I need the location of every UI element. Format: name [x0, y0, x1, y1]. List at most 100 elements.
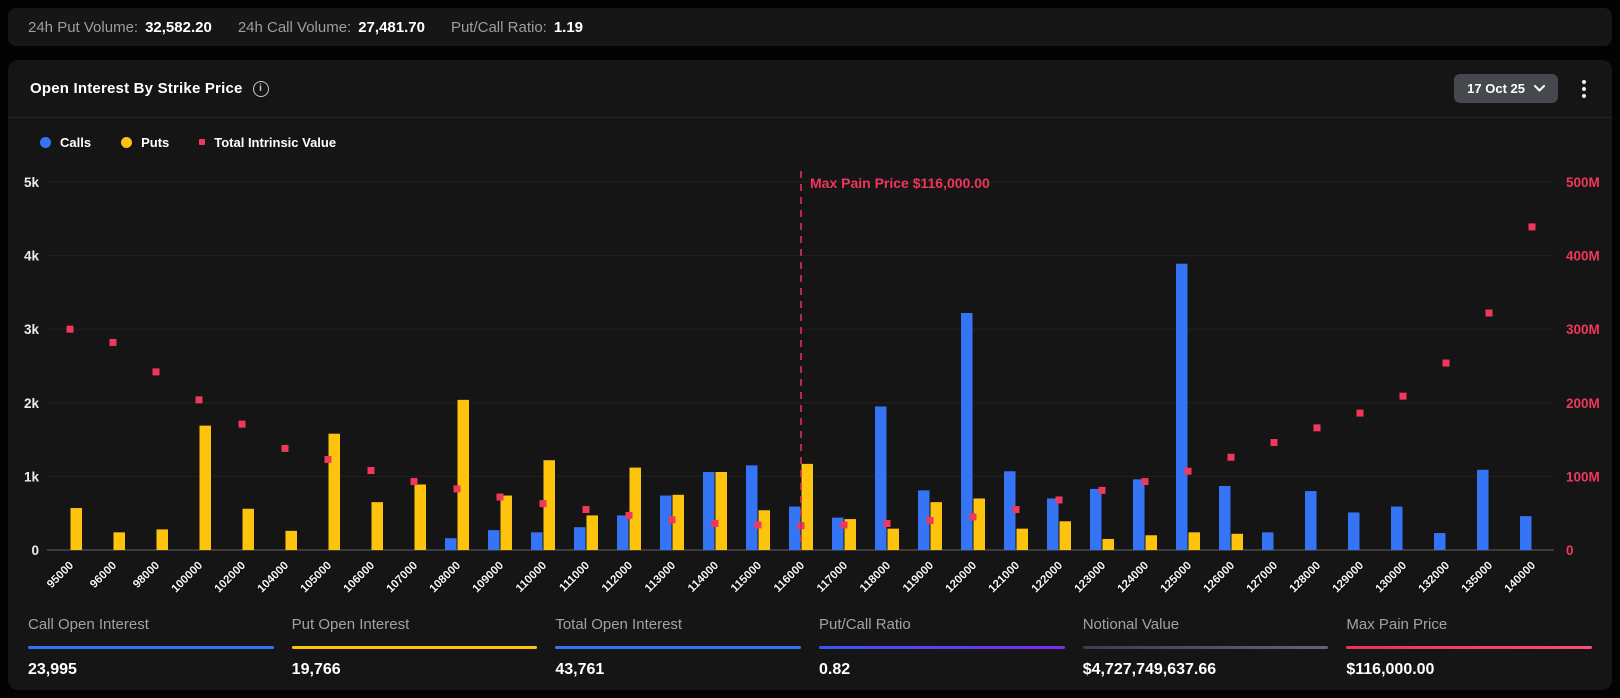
svg-text:4k: 4k	[24, 249, 40, 264]
legend-item-puts[interactable]: Puts	[121, 135, 169, 150]
legend: Calls Puts Total Intrinsic Value	[8, 118, 1612, 158]
legend-square-swatch	[199, 139, 206, 145]
svg-text:112000: 112000	[600, 560, 635, 595]
legend-circle-swatch	[40, 136, 51, 148]
svg-text:125000: 125000	[1159, 560, 1195, 596]
svg-text:127000: 127000	[1245, 560, 1281, 596]
stat-label: Notional Value	[1082, 616, 1180, 633]
panel-header: Open Interest By Strike Price i 17 Oct 2…	[8, 60, 1612, 118]
svg-text:117000: 117000	[815, 560, 850, 595]
stat-underline	[1082, 646, 1329, 649]
svg-text:96000: 96000	[88, 560, 119, 591]
stat-underline	[1346, 646, 1593, 649]
puts-bars[interactable]	[70, 399, 1244, 550]
summary-stat-label: Put/Call Ratio:	[450, 18, 547, 36]
svg-text:124000: 124000	[1116, 560, 1152, 596]
svg-text:0: 0	[31, 543, 39, 558]
summary-stat-value: 27,481.70	[358, 18, 425, 36]
svg-text:102000: 102000	[213, 560, 249, 596]
svg-text:109000: 109000	[471, 560, 507, 596]
stat-value: 0.82	[819, 661, 851, 678]
legend-circle-swatch	[121, 136, 133, 148]
svg-text:116000: 116000	[772, 560, 807, 595]
svg-text:114000: 114000	[686, 560, 721, 595]
stat-label: Total Open Interest	[555, 616, 683, 633]
summary-stat-value: 1.19	[553, 18, 584, 36]
intrinsic-value-dots[interactable]	[66, 223, 1536, 530]
svg-text:110000: 110000	[514, 560, 549, 595]
y-axis-left-labels: 0 1k 2k 3k 4k 5k	[24, 175, 40, 558]
svg-text:200M: 200M	[1566, 396, 1600, 411]
stat-value: 43,761	[555, 661, 605, 678]
kebab-menu-icon[interactable]	[1578, 78, 1590, 100]
svg-text:3k: 3k	[24, 322, 40, 337]
x-axis-labels: 95000 96000 98000 100000 102000 104000 105000 1…	[44, 559, 1539, 597]
stat-card-put-call-ratio: Put/Call Ratio 0.82	[819, 616, 1065, 679]
summary-stat-value: 32,582.20	[145, 18, 212, 36]
page-title: Open Interest By Strike Price	[30, 80, 243, 97]
svg-text:106000: 106000	[342, 560, 378, 596]
svg-text:108000: 108000	[428, 560, 464, 596]
stat-card-notional-value: Notional Value $4,727,749,637.66	[1082, 616, 1329, 679]
svg-text:111000: 111000	[557, 560, 592, 595]
legend-item-total-intrinsic-value[interactable]: Total Intrinsic Value	[199, 135, 336, 150]
svg-text:95000: 95000	[45, 560, 76, 591]
svg-text:128000: 128000	[1288, 560, 1324, 596]
summary-stat-label: 24h Put Volume:	[28, 18, 139, 36]
stat-underline	[291, 646, 538, 649]
info-icon[interactable]: i	[252, 80, 269, 97]
summary-stat: Put/Call Ratio: 1.19	[451, 19, 583, 36]
legend-item-calls[interactable]: Calls	[40, 135, 91, 150]
svg-text:107000: 107000	[385, 560, 421, 596]
summary-stat: 24h Put Volume: 32,582.20	[28, 19, 212, 36]
svg-text:400M: 400M	[1566, 249, 1600, 264]
svg-text:140000: 140000	[1503, 560, 1539, 596]
summary-stat: 24h Call Volume: 27,481.70	[238, 19, 425, 36]
svg-text:113000: 113000	[643, 560, 678, 595]
svg-text:135000: 135000	[1460, 560, 1496, 596]
y-axis-right-labels: 0 100M 200M 300M 400M 500M	[1566, 175, 1600, 558]
svg-text:104000: 104000	[256, 560, 292, 596]
stats-row: Call Open Interest 23,995 Put Open Interes…	[8, 610, 1612, 679]
stat-label: Call Open Interest	[28, 616, 149, 633]
summary-stat-label: 24h Call Volume:	[237, 18, 352, 36]
legend-label: Calls	[60, 134, 92, 150]
stat-value: 23,995	[28, 661, 77, 678]
stat-underline	[28, 646, 274, 649]
expiry-date-label: 17 Oct 25	[1467, 81, 1525, 96]
stat-value: $4,727,749,637.66	[1082, 661, 1217, 678]
svg-text:2k: 2k	[24, 396, 40, 411]
stat-label: Put Open Interest	[291, 616, 410, 633]
max-pain-marker: Max Pain Price $116,000.00	[800, 171, 990, 550]
svg-text:129000: 129000	[1331, 560, 1367, 596]
stat-card-max-pain-price: Max Pain Price $116,000.00	[1346, 616, 1593, 679]
svg-text:100000: 100000	[170, 560, 206, 596]
chart-area: 0 1k 2k 3k 4k 5k 0 100M 200M 300M 400M 500M 95000 960…	[8, 158, 1612, 610]
legend-label: Total Intrinsic Value	[214, 134, 337, 150]
svg-text:126000: 126000	[1202, 560, 1238, 596]
svg-text:132000: 132000	[1417, 560, 1453, 596]
svg-text:122000: 122000	[1030, 560, 1066, 596]
svg-text:115000: 115000	[729, 560, 764, 595]
svg-text:1k: 1k	[24, 469, 40, 484]
svg-text:500M: 500M	[1566, 175, 1600, 190]
volume-summary-bar: 24h Put Volume: 32,582.20 24h Call Volume:…	[8, 8, 1612, 46]
stat-label: Max Pain Price	[1346, 616, 1448, 633]
stat-card-total-open-interest: Total Open Interest 43,761	[555, 616, 802, 679]
stat-label: Put/Call Ratio	[819, 616, 911, 633]
svg-text:0: 0	[1566, 543, 1574, 558]
stat-card-put-open-interest: Put Open Interest 19,766	[291, 616, 538, 679]
stat-value: $116,000.00	[1346, 661, 1435, 678]
stat-underline	[555, 646, 802, 649]
stat-underline	[819, 646, 1065, 649]
svg-text:5k: 5k	[24, 175, 40, 190]
expiry-date-selector[interactable]: 17 Oct 25	[1454, 74, 1558, 103]
stat-value: 19,766	[291, 661, 341, 678]
svg-text:105000: 105000	[299, 560, 335, 596]
svg-text:120000: 120000	[944, 560, 980, 596]
calls-bars[interactable]	[445, 263, 1532, 550]
oi-chart: 0 1k 2k 3k 4k 5k 0 100M 200M 300M 400M 500M 95000 960…	[24, 171, 1600, 597]
max-pain-label: Max Pain Price $116,000.00	[810, 175, 990, 191]
svg-text:121000: 121000	[987, 560, 1023, 596]
svg-text:130000: 130000	[1374, 560, 1410, 596]
